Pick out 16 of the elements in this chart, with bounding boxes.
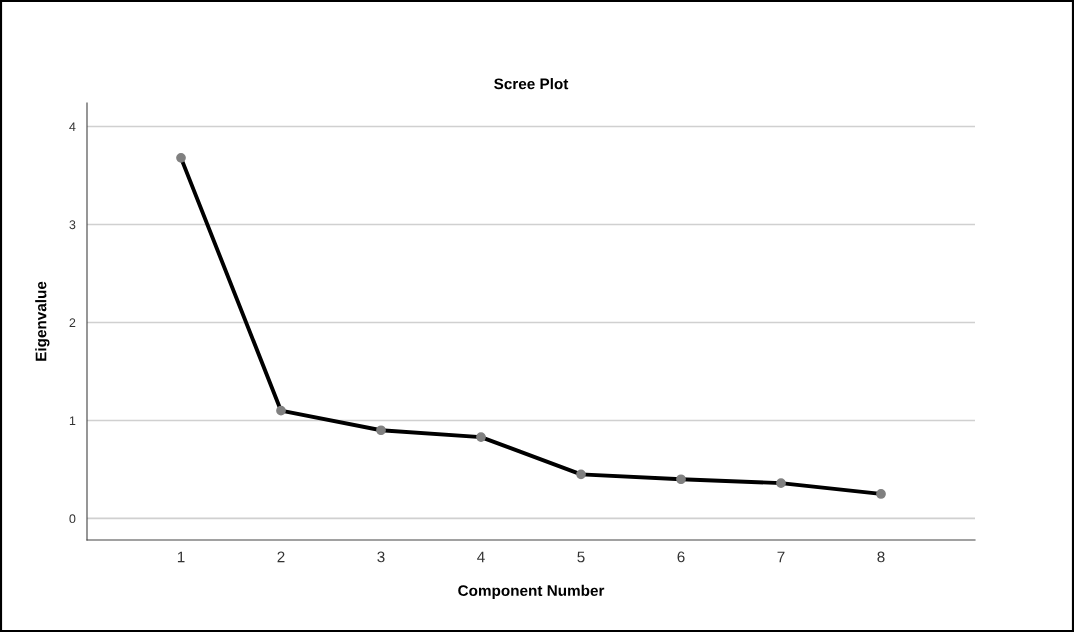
chart-title: Scree Plot — [494, 78, 569, 90]
y-tick-label: 2 — [69, 318, 76, 328]
x-tick-label: 7 — [777, 551, 785, 563]
x-tick-label: 1 — [177, 551, 185, 563]
x-tick-label: 6 — [677, 551, 685, 563]
y-axis-title: Eigenvalue — [35, 281, 50, 361]
x-tick-label: 5 — [577, 551, 585, 563]
x-tick-label: 3 — [377, 551, 385, 563]
x-axis-title: Component Number — [458, 584, 605, 600]
y-tick-label: 4 — [69, 122, 76, 132]
y-tick-label: 0 — [69, 514, 76, 524]
y-tick-label: 3 — [69, 220, 76, 230]
x-tick-label: 4 — [477, 551, 485, 563]
y-tick-label: 1 — [69, 416, 76, 425]
x-tick-label: 8 — [877, 551, 885, 563]
x-tick-label: 2 — [277, 551, 285, 563]
